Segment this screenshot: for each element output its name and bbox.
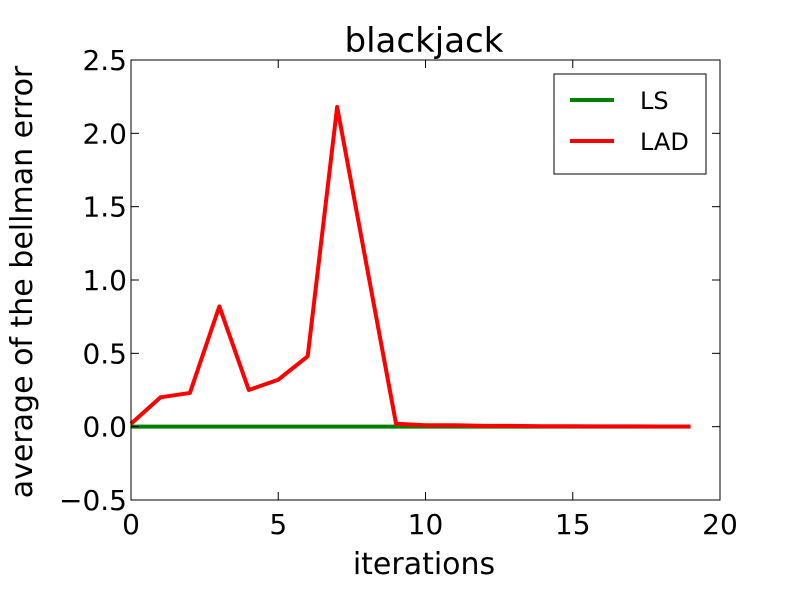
legend-label: LAD [640,128,689,156]
x-tick-label: 15 [555,508,591,541]
y-tick-label: 1.0 [82,264,127,297]
plot-area: 0 5 10 15 20 −0.5 0.0 0.5 1.0 1.5 2.0 2.5 [59,44,738,541]
x-tick-label: 10 [408,508,444,541]
x-axis-label: iterations [353,547,495,582]
x-tick-label: 0 [122,508,140,541]
y-tick-label: 2.0 [82,117,127,150]
x-tick-label: 20 [702,508,738,541]
legend-box [553,73,707,175]
y-tick-label: 0.0 [82,411,127,444]
y-axis-label: average of the bellman error [5,65,40,498]
y-tick-label: 1.5 [82,191,127,224]
y-tick-label: 0.5 [82,337,127,370]
series-line-lad [129,104,691,429]
y-tick-label: 2.5 [82,44,127,77]
x-tick-label: 5 [269,508,287,541]
legend: LS LAD [553,73,707,175]
chart-title: blackjack [345,21,504,61]
y-tick-label: −0.5 [59,484,127,517]
legend-label: LS [640,87,669,115]
